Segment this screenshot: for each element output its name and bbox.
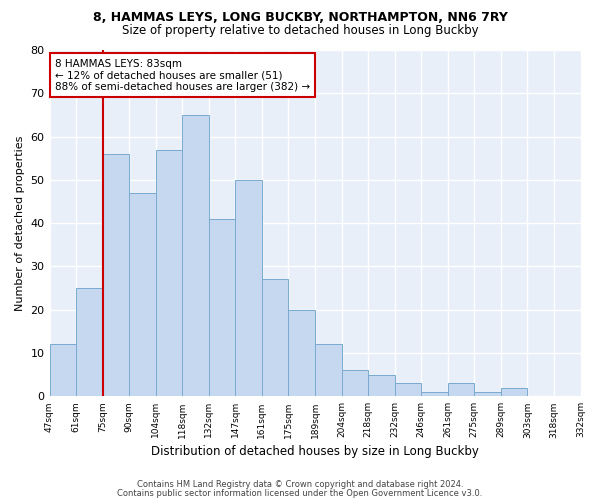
- Bar: [103, 154, 129, 396]
- Bar: [50, 344, 76, 397]
- Bar: [368, 374, 395, 396]
- Bar: [501, 388, 527, 396]
- Bar: [76, 288, 103, 397]
- Bar: [289, 310, 315, 396]
- Y-axis label: Number of detached properties: Number of detached properties: [15, 136, 25, 311]
- Bar: [395, 384, 421, 396]
- Bar: [262, 280, 289, 396]
- Bar: [341, 370, 368, 396]
- Text: Size of property relative to detached houses in Long Buckby: Size of property relative to detached ho…: [122, 24, 478, 37]
- Bar: [235, 180, 262, 396]
- Bar: [315, 344, 341, 397]
- Bar: [421, 392, 448, 396]
- X-axis label: Distribution of detached houses by size in Long Buckby: Distribution of detached houses by size …: [151, 444, 479, 458]
- Bar: [475, 392, 501, 396]
- Bar: [156, 150, 182, 396]
- Bar: [129, 193, 156, 396]
- Bar: [209, 219, 235, 396]
- Text: 8 HAMMAS LEYS: 83sqm
← 12% of detached houses are smaller (51)
88% of semi-detac: 8 HAMMAS LEYS: 83sqm ← 12% of detached h…: [55, 58, 310, 92]
- Text: Contains public sector information licensed under the Open Government Licence v3: Contains public sector information licen…: [118, 488, 482, 498]
- Bar: [182, 115, 209, 396]
- Bar: [448, 384, 475, 396]
- Text: 8, HAMMAS LEYS, LONG BUCKBY, NORTHAMPTON, NN6 7RY: 8, HAMMAS LEYS, LONG BUCKBY, NORTHAMPTON…: [92, 11, 508, 24]
- Text: Contains HM Land Registry data © Crown copyright and database right 2024.: Contains HM Land Registry data © Crown c…: [137, 480, 463, 489]
